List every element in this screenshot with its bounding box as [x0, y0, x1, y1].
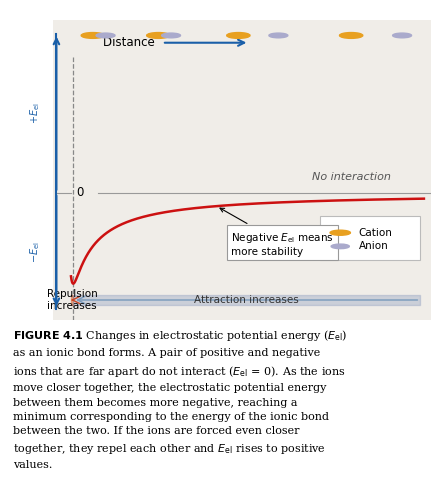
Circle shape	[161, 33, 180, 38]
Text: Negative $E_\mathrm{el}$ means
more stability: Negative $E_\mathrm{el}$ means more stab…	[220, 208, 334, 256]
Text: $\mathbf{FIGURE\ 4.1}$ Changes in electrostatic potential energy ($E_\mathrm{el}: $\mathbf{FIGURE\ 4.1}$ Changes in electr…	[13, 328, 348, 470]
Circle shape	[340, 32, 363, 38]
Circle shape	[330, 230, 350, 235]
Circle shape	[81, 32, 104, 38]
FancyBboxPatch shape	[320, 216, 420, 260]
Text: 0: 0	[77, 186, 84, 199]
Text: Distance: Distance	[103, 36, 162, 49]
Text: Attraction increases: Attraction increases	[194, 295, 299, 305]
Text: Anion: Anion	[359, 242, 388, 252]
Circle shape	[96, 33, 115, 38]
Text: Cation: Cation	[359, 228, 392, 237]
Circle shape	[331, 244, 349, 248]
Circle shape	[269, 33, 288, 38]
Circle shape	[227, 32, 250, 38]
Text: $-E_\mathrm{el}$: $-E_\mathrm{el}$	[29, 241, 42, 262]
Text: Repulsion
increases: Repulsion increases	[47, 289, 98, 311]
Text: No interaction: No interaction	[312, 172, 391, 182]
Text: $+E_\mathrm{el}$: $+E_\mathrm{el}$	[29, 102, 42, 124]
Circle shape	[147, 32, 170, 38]
Circle shape	[392, 33, 411, 38]
